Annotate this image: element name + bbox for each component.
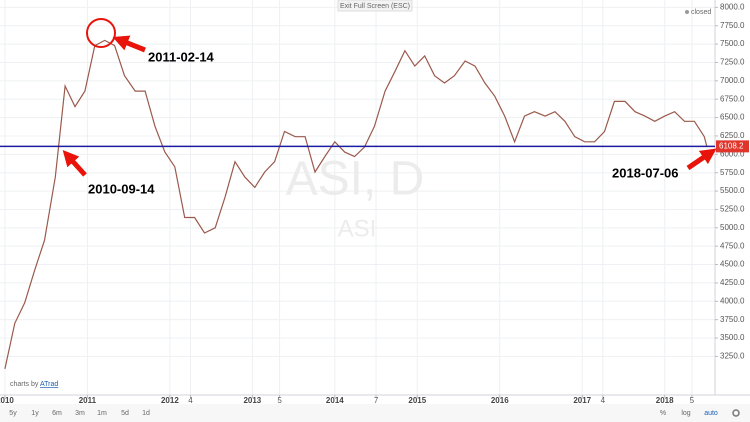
y-tick-label: 7750.0 — [720, 21, 745, 30]
range-button[interactable]: 1m — [97, 410, 107, 417]
exit-label[interactable]: Exit Full Screen (ESC) — [340, 3, 410, 10]
y-tick-label: 3250.0 — [720, 352, 745, 361]
toolbar-bg — [0, 404, 750, 422]
x-tick-label: 7 — [374, 396, 379, 405]
x-tick-label: 2011 — [79, 396, 97, 405]
range-button[interactable]: 6m — [52, 410, 62, 417]
exit-button[interactable] — [337, 0, 413, 12]
highlight-circle — [86, 18, 116, 48]
price-badge-label: 6108.2 — [719, 141, 744, 150]
plot — [4, 39, 708, 370]
range-button[interactable]: 5d — [121, 410, 129, 417]
toolbar: 5y 1y 6m 3m 1m 5d 1d% log auto — [0, 404, 750, 422]
x-tick-label: 5 — [690, 396, 695, 405]
y-tick-label: 6250.0 — [720, 131, 745, 140]
y-tick-label: 6500.0 — [720, 113, 745, 122]
x-tick-label: 2016 — [491, 396, 509, 405]
x-tick-label: 2012 — [161, 396, 179, 405]
y-tick-label: 4500.0 — [720, 260, 745, 269]
range-button[interactable]: 3m — [75, 410, 85, 417]
range-button[interactable]: 5y — [9, 410, 17, 417]
arrow — [686, 148, 717, 171]
credit: charts by ATrad — [10, 381, 58, 388]
y-tick-label: 4750.0 — [720, 241, 745, 250]
y-tick-label: 3500.0 — [720, 333, 745, 342]
annotation: 2011-02-14 — [148, 49, 215, 64]
y-tick-label: 6000.0 — [720, 149, 745, 158]
toggle-button[interactable]: log — [681, 410, 690, 417]
x-tick-label: 2014 — [326, 396, 344, 405]
y-tick-label: 6750.0 — [720, 94, 745, 103]
range-button[interactable]: 1y — [31, 410, 39, 417]
status-dot — [685, 10, 689, 14]
y-tick-label: 5000.0 — [720, 223, 745, 232]
x-tick-label: 2018 — [656, 396, 674, 405]
credit-brand[interactable]: ATrad — [40, 381, 58, 388]
y-tick-label: 5500.0 — [720, 186, 745, 195]
arrow — [62, 150, 87, 177]
y-tick-label: 5250.0 — [720, 205, 745, 214]
x-tick-label: 2010 — [0, 396, 14, 405]
toggle-button[interactable]: % — [660, 410, 666, 417]
x-tick-label: 4 — [188, 396, 193, 405]
x-tick-label: 4 — [601, 396, 606, 405]
status: closed — [691, 9, 711, 16]
y-tick-label: 7000.0 — [720, 76, 745, 85]
arrow — [112, 35, 146, 53]
y-tick-label: 8000.0 — [720, 2, 745, 11]
watermark-subtitle: ASI — [338, 215, 377, 242]
credit-prefix: charts by — [10, 381, 39, 388]
y-tick-label: 3750.0 — [720, 315, 745, 324]
y-tick-label: 4250.0 — [720, 278, 745, 287]
watermark-title: ASI, D — [286, 153, 425, 206]
settings-icon[interactable] — [732, 409, 740, 417]
y-tick-label: 7500.0 — [720, 39, 745, 48]
annotation: 2018-07-06 — [612, 165, 679, 180]
y-tick-label: 7250.0 — [720, 58, 745, 67]
price-line — [4, 39, 708, 370]
x-tick-label: 2013 — [243, 396, 261, 405]
x-tick-label: 5 — [277, 396, 282, 405]
y-tick-label: 4000.0 — [720, 296, 745, 305]
annotation: 2010-09-14 — [88, 181, 155, 196]
grid — [0, 0, 715, 395]
y-tick-label: 5750.0 — [720, 168, 745, 177]
price-badge — [716, 140, 749, 153]
x-tick-label: 2015 — [408, 396, 426, 405]
toggle-button[interactable]: auto — [704, 410, 718, 417]
range-button[interactable]: 1d — [142, 410, 150, 417]
x-tick-label: 2017 — [573, 396, 591, 405]
